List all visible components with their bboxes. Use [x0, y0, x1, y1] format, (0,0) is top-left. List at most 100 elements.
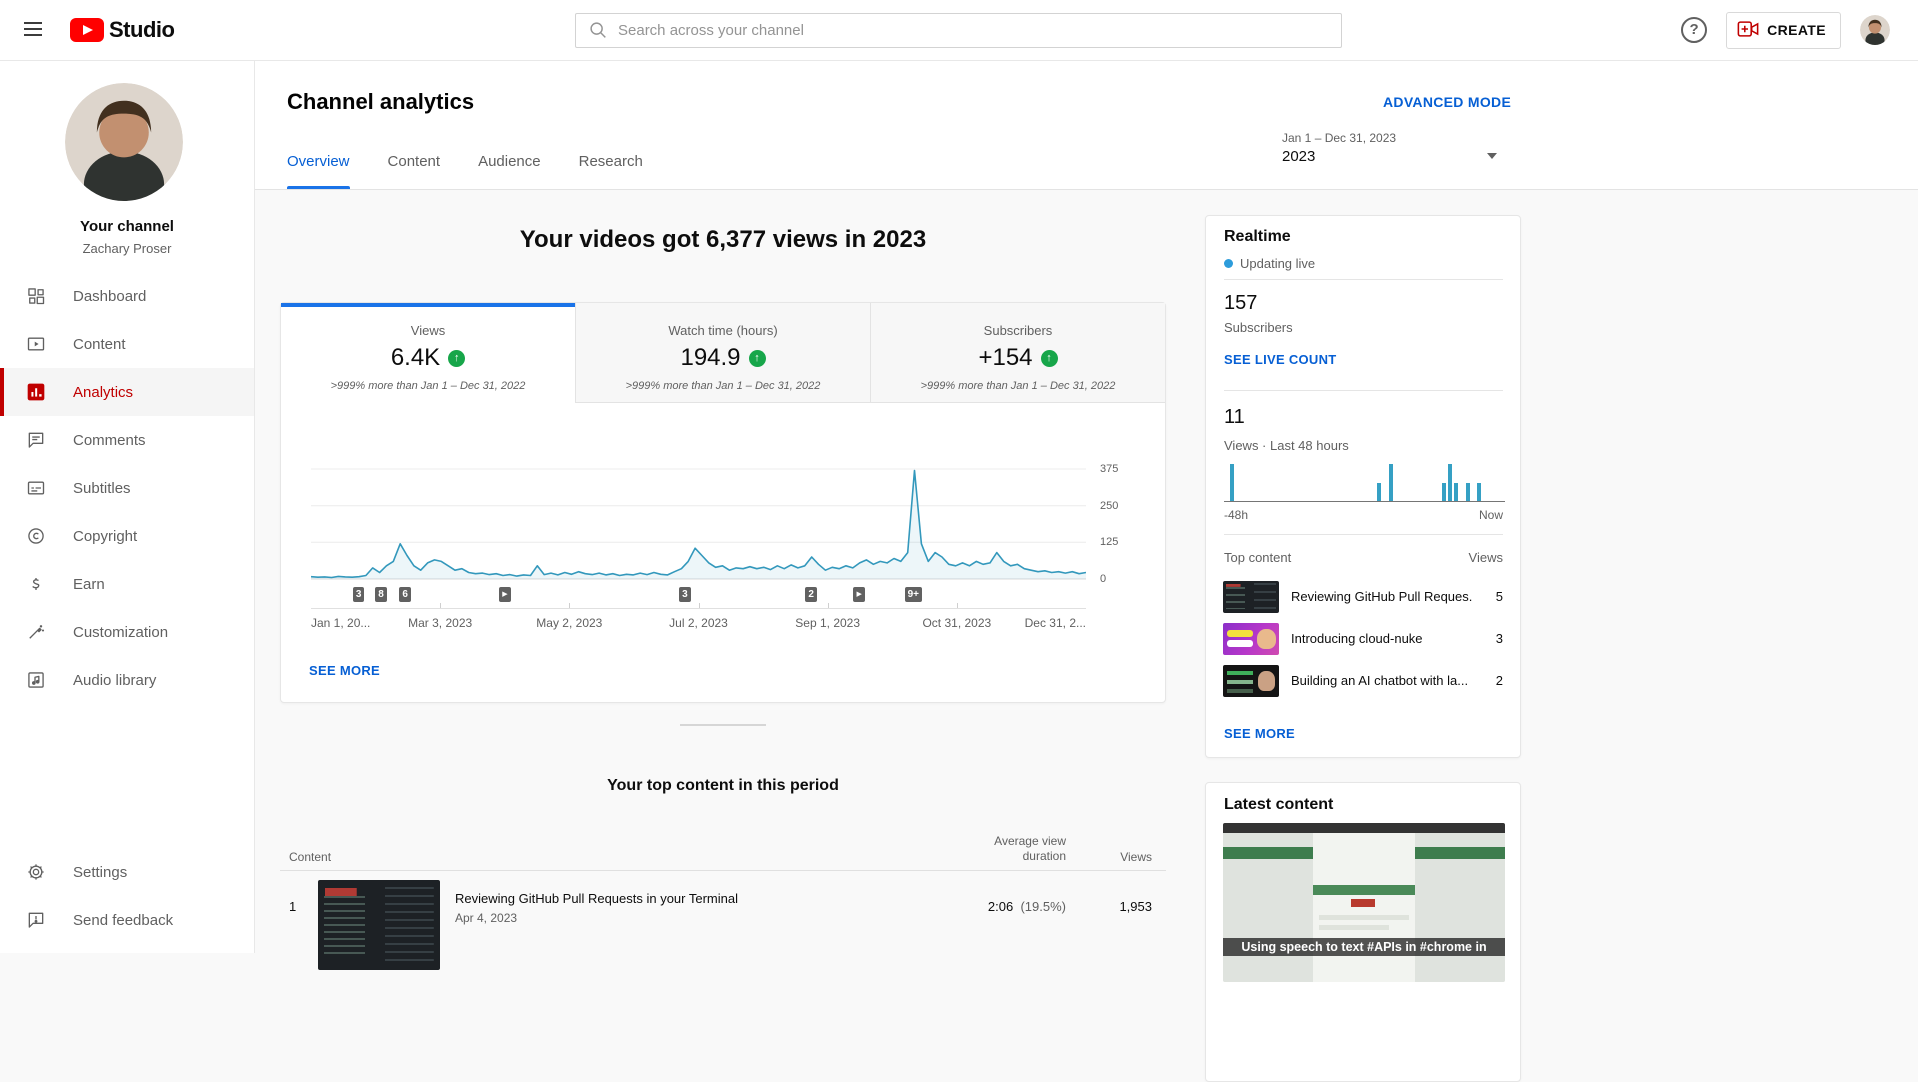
- metric-label: Views: [281, 323, 575, 338]
- metric-tab-views[interactable]: Views 6.4K↑ >999% more than Jan 1 – Dec 31…: [281, 303, 575, 403]
- video-count-marker[interactable]: 2: [805, 587, 817, 602]
- video-play-marker[interactable]: ▶: [853, 587, 864, 602]
- chevron-down-icon: [1487, 153, 1497, 159]
- sidebar-item-label: Earn: [73, 576, 105, 593]
- sidebar-item-comments[interactable]: Comments: [0, 416, 254, 464]
- video-count-marker[interactable]: 3: [353, 587, 365, 602]
- create-button[interactable]: CREATE: [1726, 12, 1841, 49]
- top-content-label: Top content: [1224, 550, 1291, 565]
- video-title: Reviewing GitHub Pull Reques...: [1291, 589, 1473, 604]
- realtime-content-row[interactable]: Building an AI chatbot with la...2: [1223, 660, 1503, 702]
- thumb-browser-bar: [1223, 823, 1505, 833]
- thumb-badge: [1351, 899, 1375, 907]
- avg-view-duration: 2:06 (19.5%): [946, 899, 1066, 914]
- hamburger-menu-icon[interactable]: [20, 17, 46, 43]
- advanced-mode-link[interactable]: ADVANCED MODE: [1383, 94, 1511, 110]
- tab-audience[interactable]: Audience: [478, 149, 541, 189]
- trend-up-icon: ↑: [749, 350, 766, 367]
- sidebar-item-settings[interactable]: Settings: [0, 848, 254, 896]
- date-range-picker[interactable]: Jan 1 – Dec 31, 2023 2023: [1282, 131, 1503, 183]
- metric-tab-watch-time-hours-[interactable]: Watch time (hours)194.9↑>999% more than …: [575, 303, 870, 403]
- y-tick-label: 125: [1100, 536, 1140, 548]
- date-range-label: 2023: [1282, 148, 1503, 165]
- sidebar-item-send-feedback[interactable]: Send feedback: [0, 896, 254, 944]
- sidebar-item-customization[interactable]: Customization: [0, 608, 254, 656]
- chart-x-axis-line: [311, 608, 1086, 609]
- latest-video-thumbnail[interactable]: Using speech to text #APIs in #chrome in: [1223, 823, 1505, 982]
- realtime-see-more-link[interactable]: SEE MORE: [1224, 726, 1295, 741]
- latest-content-title: Latest content: [1224, 796, 1333, 814]
- sidebar-item-content[interactable]: Content: [0, 320, 254, 368]
- thumb-line: [1319, 925, 1389, 930]
- updating-live-label: Updating live: [1240, 256, 1315, 271]
- video-count-marker[interactable]: 6: [399, 587, 411, 602]
- metric-tab-subscribers[interactable]: Subscribers+154↑>999% more than Jan 1 – …: [870, 303, 1165, 403]
- metric-tabs: Views 6.4K↑ >999% more than Jan 1 – Dec 31…: [281, 303, 1165, 403]
- divider: [1224, 390, 1503, 391]
- account-avatar[interactable]: [1860, 15, 1890, 45]
- x-tick-label: Oct 31, 2023: [922, 616, 991, 630]
- axis-left-label: -48h: [1224, 508, 1248, 522]
- video-title: Reviewing GitHub Pull Requests in your T…: [455, 891, 738, 906]
- duration-percent: (19.5%): [1020, 899, 1066, 914]
- see-live-count-link[interactable]: SEE LIVE COUNT: [1224, 352, 1337, 367]
- realtime-bar: [1389, 464, 1393, 501]
- metric-value-text: 194.9: [680, 344, 740, 372]
- realtime-subscribers-value: 157: [1224, 292, 1257, 315]
- realtime-bar-chart: [1224, 462, 1505, 502]
- settings-icon: [26, 862, 46, 882]
- subtitles-icon: [26, 478, 46, 498]
- logo-text: Studio: [109, 17, 174, 43]
- realtime-content-row[interactable]: Reviewing GitHub Pull Reques...5: [1223, 576, 1503, 618]
- customization-icon: [26, 622, 46, 642]
- youtube-studio-logo[interactable]: Studio: [70, 17, 174, 43]
- sidebar-item-dashboard[interactable]: Dashboard: [0, 272, 254, 320]
- video-thumbnail[interactable]: [318, 880, 440, 970]
- video-count-marker[interactable]: 8: [375, 587, 387, 602]
- video-thumbnail[interactable]: [1223, 665, 1279, 697]
- sidebar-item-earn[interactable]: Earn: [0, 560, 254, 608]
- page-header: Channel analytics ADVANCED MODE Overview…: [255, 61, 1918, 190]
- table-row[interactable]: 1 Reviewing GitHub Pull Requests in your …: [280, 871, 1166, 1011]
- analytics-summary-card: Views 6.4K↑ >999% more than Jan 1 – Dec 31…: [280, 302, 1166, 703]
- channel-avatar[interactable]: [65, 83, 183, 201]
- divider: [1224, 534, 1503, 535]
- video-thumbnail[interactable]: [1223, 623, 1279, 655]
- sidebar-item-audio-library[interactable]: Audio library: [0, 656, 254, 704]
- video-play-marker[interactable]: ▶: [499, 587, 510, 602]
- tab-research[interactable]: Research: [579, 149, 643, 189]
- realtime-bar: [1230, 464, 1234, 501]
- views-count: 3: [1496, 631, 1503, 646]
- y-tick-label: 250: [1100, 500, 1140, 512]
- divider: [1224, 279, 1503, 280]
- see-more-link[interactable]: SEE MORE: [309, 663, 380, 678]
- video-count-marker[interactable]: 3: [679, 587, 691, 602]
- sidebar-item-copyright[interactable]: Copyright: [0, 512, 254, 560]
- metric-value: 194.9 ↑: [576, 344, 870, 372]
- audio-library-icon: [26, 670, 46, 690]
- realtime-views-value: 11: [1224, 406, 1245, 429]
- video-count-marker[interactable]: 9+: [905, 587, 922, 602]
- views-count: 2: [1496, 673, 1503, 688]
- comments-icon: [26, 430, 46, 450]
- create-video-icon: [1737, 20, 1759, 41]
- latest-content-card: Latest content Using speech to text #API…: [1205, 782, 1521, 1082]
- tab-overview[interactable]: Overview: [287, 149, 350, 189]
- video-thumbnail[interactable]: [1223, 581, 1279, 613]
- sidebar-item-analytics[interactable]: Analytics: [0, 368, 254, 416]
- sidebar-item-subtitles[interactable]: Subtitles: [0, 464, 254, 512]
- live-dot-icon: [1224, 259, 1233, 268]
- help-icon[interactable]: ?: [1681, 17, 1707, 43]
- create-label: CREATE: [1767, 22, 1826, 38]
- tab-content[interactable]: Content: [388, 149, 441, 189]
- realtime-bar: [1377, 483, 1381, 502]
- row-rank: 1: [289, 899, 296, 914]
- thumb-page: [1313, 833, 1415, 982]
- metric-value: 6.4K↑: [281, 344, 575, 372]
- views-headline: Your videos got 6,377 views in 2023: [280, 226, 1166, 254]
- metric-delta: >999% more than Jan 1 – Dec 31, 2022: [281, 380, 575, 392]
- search-input[interactable]: [575, 13, 1342, 48]
